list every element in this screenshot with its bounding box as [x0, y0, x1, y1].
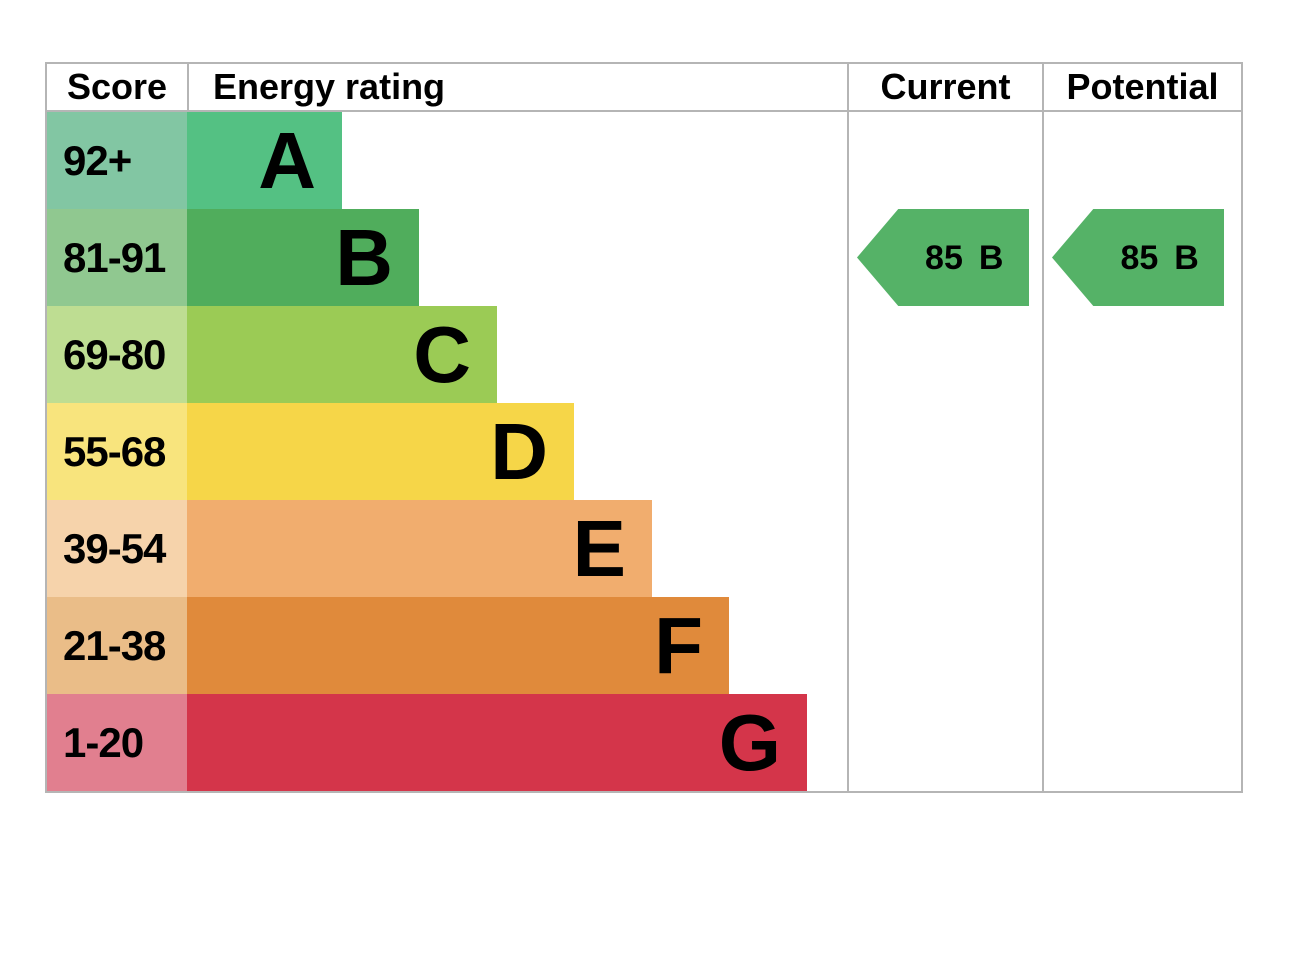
- band-row: 69-80 C: [47, 306, 847, 403]
- potential-rating-arrow: 85 B: [1052, 209, 1224, 306]
- band-score-range: 92+: [47, 112, 187, 209]
- band-bar: A: [187, 112, 342, 209]
- band-letter: F: [654, 600, 703, 690]
- band-score-range: 39-54: [47, 500, 187, 597]
- band-bar: G: [187, 694, 807, 791]
- band-score-range: 69-80: [47, 306, 187, 403]
- potential-column: 85 B: [1042, 112, 1241, 791]
- table-body: 92+ A 81-91 B 69-80 C 55-68 D 39-54 E 21…: [47, 112, 1241, 791]
- band-row: 92+ A: [47, 112, 847, 209]
- band-letter: A: [258, 115, 316, 205]
- band-letter: B: [335, 212, 393, 302]
- current-rating-arrow: 85 B: [857, 209, 1029, 306]
- potential-column-header: Potential: [1042, 64, 1241, 110]
- current-column-header: Current: [847, 64, 1042, 110]
- potential-score-value: 85: [1120, 238, 1159, 277]
- band-letter: G: [718, 697, 781, 787]
- band-row: 1-20 G: [47, 694, 847, 791]
- energy-bands: 92+ A 81-91 B 69-80 C 55-68 D 39-54 E 21…: [47, 112, 847, 791]
- band-row: 21-38 F: [47, 597, 847, 694]
- band-score-range: 55-68: [47, 403, 187, 500]
- band-row: 55-68 D: [47, 403, 847, 500]
- band-bar: D: [187, 403, 574, 500]
- energy-rating-column-header: Energy rating: [187, 64, 847, 110]
- current-column: 85 B: [847, 112, 1042, 791]
- band-bar: F: [187, 597, 729, 694]
- band-letter: D: [490, 406, 548, 496]
- band-row: 39-54 E: [47, 500, 847, 597]
- band-bar: E: [187, 500, 652, 597]
- score-column-header: Score: [66, 66, 168, 107]
- table-header-row: Score Energy rating Current Potential: [47, 64, 1241, 112]
- band-letter: C: [413, 309, 471, 399]
- band-score-range: 81-91: [47, 209, 187, 306]
- potential-band-letter: B: [1174, 238, 1199, 277]
- current-band-letter: B: [978, 238, 1004, 277]
- band-letter: E: [572, 503, 626, 593]
- band-score-range: 21-38: [47, 597, 187, 694]
- band-row: 81-91 B: [47, 209, 847, 306]
- band-bar: B: [187, 209, 419, 306]
- band-score-range: 1-20: [47, 694, 187, 791]
- current-score-value: 85: [925, 238, 963, 277]
- epc-table: Score Energy rating Current Potential 92…: [45, 62, 1243, 793]
- band-bar: C: [187, 306, 497, 403]
